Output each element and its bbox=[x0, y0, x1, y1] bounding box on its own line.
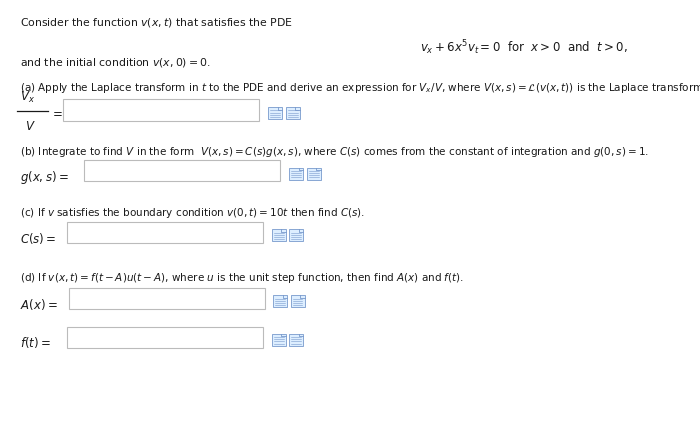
Bar bbox=[272, 230, 286, 242]
Text: $A(x) =$: $A(x) =$ bbox=[20, 296, 57, 311]
Text: $V$: $V$ bbox=[25, 119, 36, 132]
Bar bbox=[289, 334, 303, 346]
Bar bbox=[272, 334, 286, 346]
Bar bbox=[286, 108, 300, 120]
Bar bbox=[289, 168, 303, 180]
Text: $v_x + 6x^5 v_t = 0$  for  $x > 0$  and  $t > 0,$: $v_x + 6x^5 v_t = 0$ for $x > 0$ and $t … bbox=[420, 38, 628, 57]
Bar bbox=[273, 296, 287, 308]
Bar bbox=[268, 108, 282, 120]
Text: (c) If $v$ satisfies the boundary condition $v(0, t) = 10t$ then find $C(s)$.: (c) If $v$ satisfies the boundary condit… bbox=[20, 205, 365, 219]
Text: $V_x$: $V_x$ bbox=[20, 90, 34, 105]
Text: $C(s) =$: $C(s) =$ bbox=[20, 230, 56, 245]
Bar bbox=[84, 161, 280, 182]
Text: (b) Integrate to find $V$ in the form  $V(x,s) = C(s)g(x,s)$, where $C(s)$ comes: (b) Integrate to find $V$ in the form $V… bbox=[20, 145, 648, 159]
Bar bbox=[66, 222, 262, 244]
Text: Consider the function $v(x, t)$ that satisfies the PDE: Consider the function $v(x, t)$ that sat… bbox=[20, 16, 293, 29]
Text: $f(t) =$: $f(t) =$ bbox=[20, 334, 50, 349]
Text: (d) If $v(x,t) = f(t - A)u(t - A)$, where $u$ is the unit step function, then fi: (d) If $v(x,t) = f(t - A)u(t - A)$, wher… bbox=[20, 271, 463, 285]
Bar bbox=[66, 327, 262, 348]
Bar bbox=[63, 100, 259, 121]
Text: $g(x, s) =$: $g(x, s) =$ bbox=[20, 168, 68, 185]
Bar bbox=[69, 288, 265, 310]
Text: $=$: $=$ bbox=[50, 106, 63, 119]
Bar bbox=[289, 230, 303, 242]
Bar bbox=[290, 296, 304, 308]
Bar bbox=[307, 168, 321, 180]
Text: and the initial condition $v(x, 0) = 0$.: and the initial condition $v(x, 0) = 0$. bbox=[20, 56, 210, 69]
Text: (a) Apply the Laplace transform in $t$ to the PDE and derive an expression for $: (a) Apply the Laplace transform in $t$ t… bbox=[20, 81, 700, 95]
